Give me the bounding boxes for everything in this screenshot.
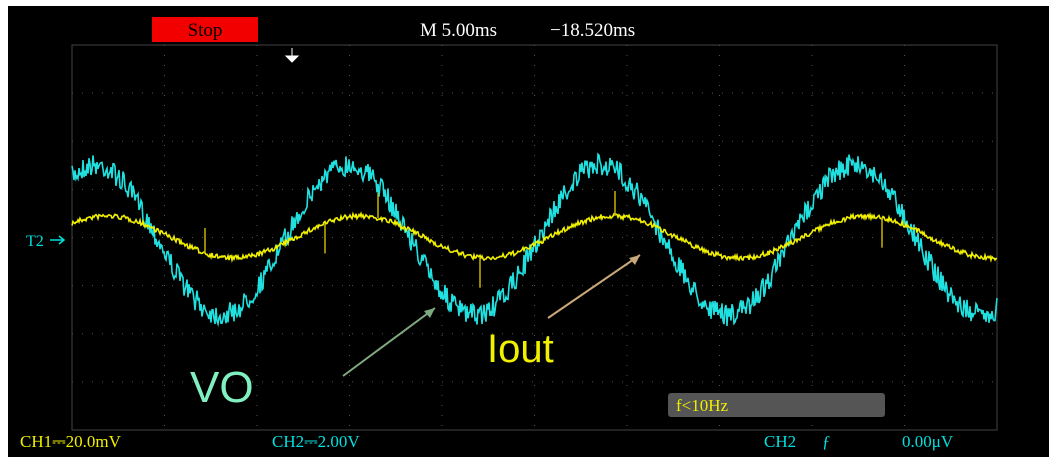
frequency: f<10Hz [676,396,729,415]
status: Stop [188,20,223,41]
vo-label: VO [190,363,254,412]
timebase: M 5.00ms [420,20,497,41]
ch2-scale: CH2⎓2.00V [272,432,360,451]
screen-background [8,6,1049,457]
trigger-slope: ƒ [822,432,831,451]
channel-marker: T2 [26,233,44,250]
page: {"status": "Stop", "timebase": "M 5.00ms… [0,0,1057,465]
trigger-source: CH2 [764,432,796,451]
trigger-level: 0.00μV [902,432,954,451]
iout-label: Iout [487,327,554,371]
ch1-scale: CH1⎓20.0mV [20,432,122,451]
oscilloscope-screen: Stop M 5.00ms −18.520ms T2 VO Iout f<10H… [0,0,1057,465]
trigger-position: −18.520ms [550,20,635,41]
